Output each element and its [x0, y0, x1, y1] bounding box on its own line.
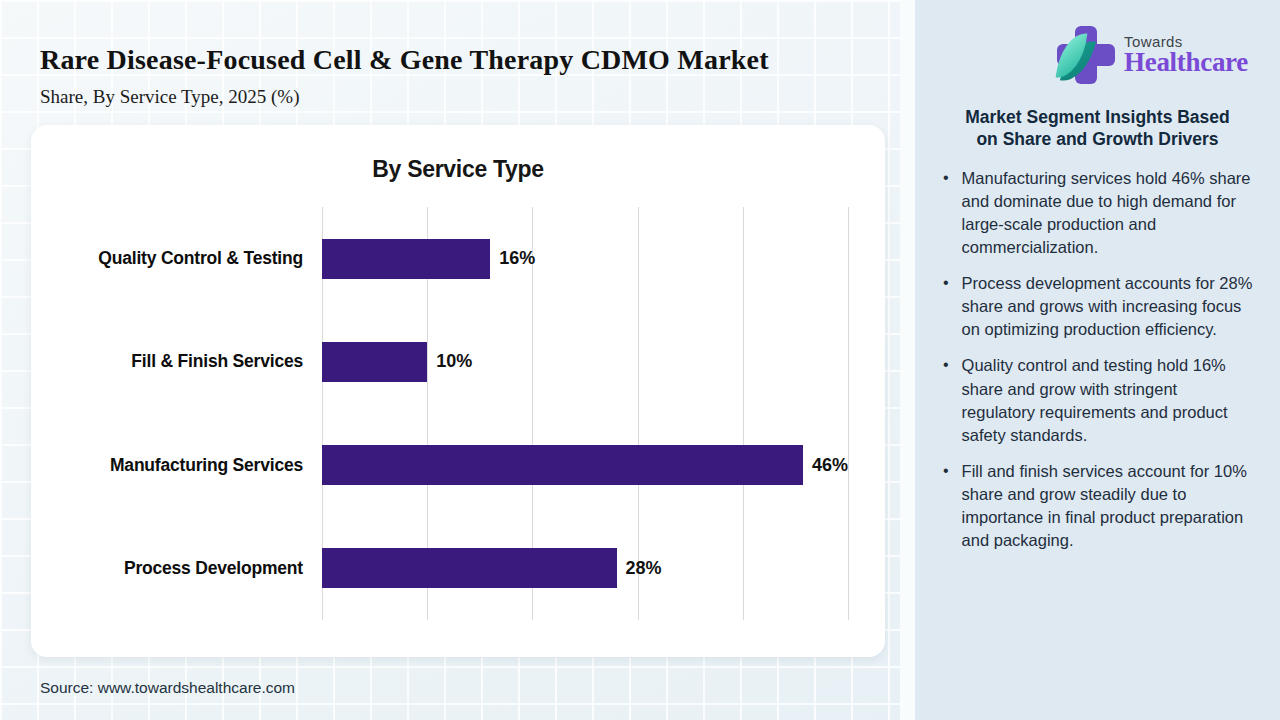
- vertical-separator: [900, 0, 915, 720]
- bullet-dot-icon: •: [943, 272, 949, 341]
- chart-row: Fill & Finish Services 10%: [31, 310, 885, 413]
- healthcare-cross-leaf-icon: [1057, 26, 1115, 84]
- chart-row: Manufacturing Services 46%: [31, 414, 885, 517]
- bar: [322, 342, 427, 382]
- insight-bullet-text: Process development accounts for 28% sha…: [962, 272, 1254, 341]
- sidebar-heading-line1: Market Segment Insights Based: [915, 106, 1280, 128]
- chart-card: By Service Type Quality Control & Testin…: [31, 125, 885, 657]
- bullet-dot-icon: •: [943, 167, 949, 259]
- sidebar-heading-line2: on Share and Growth Drivers: [915, 128, 1280, 150]
- brand-name-bottom: Healthcare: [1124, 47, 1248, 78]
- bullet-dot-icon: •: [943, 460, 949, 552]
- insight-bullet: •Process development accounts for 28% sh…: [943, 272, 1254, 341]
- page-subtitle: Share, By Service Type, 2025 (%): [40, 86, 300, 108]
- bar-track: 10%: [322, 342, 848, 382]
- category-label: Manufacturing Services: [31, 455, 322, 476]
- brand-logo: Towards Healthcare: [915, 0, 1280, 84]
- bar-track: 46%: [322, 445, 848, 485]
- insight-bullet: •Quality control and testing hold 16% sh…: [943, 354, 1254, 446]
- bar-track: 16%: [322, 239, 848, 279]
- infographic-page: { "header": { "title": "Rare Disease-Foc…: [0, 0, 1280, 720]
- chart-rows: Quality Control & Testing 16% Fill & Finis…: [31, 207, 885, 620]
- sidebar: Towards Healthcare Market Segment Insigh…: [915, 0, 1280, 720]
- insight-bullet-text: Fill and finish services account for 10%…: [962, 460, 1254, 552]
- bar-track: 28%: [322, 548, 848, 588]
- bar: [322, 445, 803, 485]
- insight-bullet-text: Quality control and testing hold 16% sha…: [962, 354, 1254, 446]
- category-label: Quality Control & Testing: [31, 248, 322, 269]
- insight-bullet-list: •Manufacturing services hold 46% share a…: [915, 167, 1280, 552]
- bullet-dot-icon: •: [943, 354, 949, 446]
- page-title: Rare Disease-Focused Cell & Gene Therapy…: [40, 44, 769, 76]
- category-label: Process Development: [31, 558, 322, 579]
- insight-bullet-text: Manufacturing services hold 46% share an…: [962, 167, 1254, 259]
- brand-name: Towards Healthcare: [1124, 33, 1248, 78]
- bar-value-label: 10%: [436, 351, 472, 372]
- sidebar-heading: Market Segment Insights Based on Share a…: [915, 106, 1280, 151]
- chart-row: Process Development 28%: [31, 517, 885, 620]
- source-text: Source: www.towardshealthcare.com: [40, 679, 295, 697]
- bar-chart: Quality Control & Testing 16% Fill & Finis…: [31, 207, 885, 620]
- chart-title: By Service Type: [31, 125, 885, 183]
- bar-value-label: 28%: [626, 558, 662, 579]
- chart-row: Quality Control & Testing 16%: [31, 207, 885, 310]
- insight-bullet: •Manufacturing services hold 46% share a…: [943, 167, 1254, 259]
- insight-bullet: •Fill and finish services account for 10…: [943, 460, 1254, 552]
- bar-value-label: 46%: [812, 455, 848, 476]
- bar-value-label: 16%: [499, 248, 535, 269]
- bar: [322, 239, 490, 279]
- bar: [322, 548, 617, 588]
- category-label: Fill & Finish Services: [31, 351, 322, 372]
